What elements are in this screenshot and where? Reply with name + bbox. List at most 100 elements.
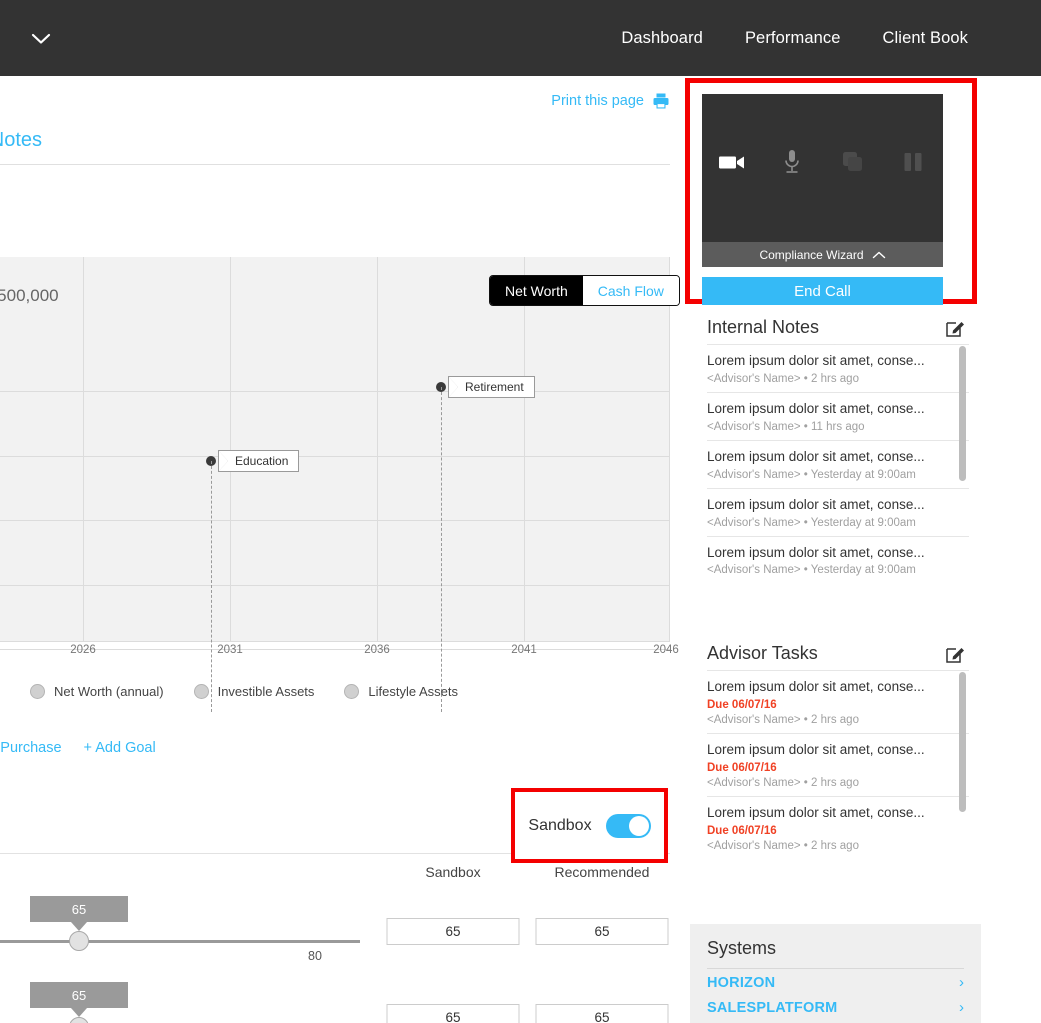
list-item[interactable]: Lorem ipsum dolor sit amet, conse... Due… xyxy=(707,732,969,796)
link-add-goal[interactable]: + Add Goal xyxy=(83,740,156,756)
chart-gridline-h xyxy=(0,456,670,457)
age-slider-2[interactable]: 65 xyxy=(0,982,360,1023)
note-title: Lorem ipsum dolor sit amet, conse... xyxy=(707,544,925,560)
legend-label: Net Worth (annual) xyxy=(54,684,164,699)
column-header-sandbox: Sandbox xyxy=(425,864,481,880)
list-item[interactable]: Lorem ipsum dolor sit amet, conse... <Ad… xyxy=(707,344,969,392)
end-call-button[interactable]: End Call xyxy=(702,277,943,305)
edit-icon[interactable] xyxy=(946,644,965,663)
goal-flag-education[interactable]: Education xyxy=(218,450,300,472)
x-tick: 2036 xyxy=(364,644,390,656)
slider-knob[interactable] xyxy=(69,931,89,951)
chart-gridline-v xyxy=(230,257,231,642)
recommended-value-input-2[interactable]: 65 xyxy=(535,1004,669,1023)
main-content: Print this page da Notes xyxy=(0,76,690,1023)
print-this-page-button[interactable]: Print this page xyxy=(551,92,670,110)
note-title: Lorem ipsum dolor sit amet, conse... xyxy=(707,448,925,464)
list-item[interactable]: Lorem ipsum dolor sit amet, conse... <Ad… xyxy=(707,535,969,584)
video-camera-icon[interactable] xyxy=(717,147,747,177)
nav-link-performance[interactable]: Performance xyxy=(744,28,841,47)
chart-gridline-h xyxy=(0,641,670,642)
chart-value-label: 2,500,000 xyxy=(0,286,59,305)
chart-gridline-h xyxy=(0,520,670,521)
legend-dot-icon xyxy=(30,684,45,699)
slider-track[interactable] xyxy=(0,940,360,943)
chart-gridline-h xyxy=(0,585,670,586)
screen-share-icon[interactable] xyxy=(838,147,868,177)
nav-link-dashboard[interactable]: Dashboard xyxy=(621,28,703,47)
slider-max-label: 80 xyxy=(308,949,322,963)
sandbox-divider xyxy=(0,853,670,854)
note-title: Lorem ipsum dolor sit amet, conse... xyxy=(707,400,925,416)
legend-item-lifestyle-assets[interactable]: Lifestyle Assets xyxy=(344,684,458,699)
slider-knob[interactable] xyxy=(69,1017,89,1023)
slider-value-bubble: 65 xyxy=(30,982,128,1008)
systems-divider xyxy=(707,968,964,969)
edit-icon[interactable] xyxy=(946,318,965,337)
chart-gridline-v xyxy=(377,257,378,642)
list-item[interactable]: Lorem ipsum dolor sit amet, conse... <Ad… xyxy=(707,439,969,488)
advisor-tasks-list[interactable]: Lorem ipsum dolor sit amet, conse... Due… xyxy=(707,670,969,906)
note-meta: <Advisor's Name> • Yesterday at 9:00am xyxy=(707,468,916,481)
microphone-icon[interactable] xyxy=(777,147,807,177)
chart-gridline-v xyxy=(524,257,525,642)
list-item[interactable]: Lorem ipsum dolor sit amet, conse... <Ad… xyxy=(707,487,969,536)
goal-flag-retirement[interactable]: Retirement xyxy=(448,376,535,398)
sandbox-toggle[interactable] xyxy=(605,813,651,838)
legend-item-net-worth[interactable]: Net Worth (annual) xyxy=(30,684,164,699)
task-meta: <Advisor's Name> • 2 hrs ago xyxy=(707,713,859,726)
x-tick: 2041 xyxy=(511,644,537,656)
task-meta: <Advisor's Name> • 2 hrs ago xyxy=(707,776,859,789)
tab-net-worth[interactable]: Net Worth xyxy=(490,276,583,305)
chart-gridline-v xyxy=(83,257,84,642)
advisor-tasks-header: Advisor Tasks xyxy=(707,638,965,668)
chart-gridline-v xyxy=(669,257,670,642)
nav-links: Dashboard Performance Client Book xyxy=(621,0,968,76)
note-title: Lorem ipsum dolor sit amet, conse... xyxy=(707,496,925,512)
call-participant-bar[interactable]: Compliance Wizard xyxy=(702,242,943,267)
list-item[interactable]: Lorem ipsum dolor sit amet, conse... <Ad… xyxy=(707,391,969,440)
recommended-value-input-1[interactable]: 65 xyxy=(535,918,669,945)
tab-cash-flow[interactable]: Cash Flow xyxy=(582,276,679,305)
task-title: Lorem ipsum dolor sit amet, conse... xyxy=(707,679,925,694)
legend-item-investible-assets[interactable]: Investible Assets xyxy=(193,684,314,699)
note-meta: <Advisor's Name> • 2 hrs ago xyxy=(707,372,859,385)
chevron-down-icon[interactable] xyxy=(30,28,52,50)
advisor-tasks-scrollbar[interactable] xyxy=(959,672,966,812)
internal-notes-header: Internal Notes xyxy=(707,312,965,342)
chevron-right-icon: › xyxy=(959,974,964,991)
link-major-purchase[interactable]: Major Purchase xyxy=(0,740,62,756)
internal-notes-title: Internal Notes xyxy=(707,316,820,337)
view-toggle: Net Worth Cash Flow xyxy=(489,275,680,306)
internal-notes-scrollbar[interactable] xyxy=(959,346,966,481)
system-link-horizon[interactable]: HORIZON › xyxy=(707,969,964,994)
internal-notes-list[interactable]: Lorem ipsum dolor sit amet, conse... <Ad… xyxy=(707,344,969,616)
chart-x-axis: 2026 2031 2036 2041 2046 xyxy=(0,644,679,666)
goal-stem xyxy=(441,387,442,712)
chevron-up-icon[interactable] xyxy=(872,246,886,264)
video-call-panel: Compliance Wizard End Call xyxy=(685,78,977,305)
list-item[interactable]: Lorem ipsum dolor sit amet, conse... Due… xyxy=(707,795,969,859)
right-sidebar: Compliance Wizard End Call Internal Note… xyxy=(685,76,1041,1023)
legend-label: Lifestyle Assets xyxy=(368,684,459,699)
list-item[interactable]: Lorem ipsum dolor sit amet, conse... Due… xyxy=(707,670,969,733)
sandbox-toggle-knob xyxy=(628,815,649,836)
sandbox-value-input-2[interactable]: 65 xyxy=(386,1004,520,1023)
slider-value-bubble: 65 xyxy=(30,896,128,922)
pause-icon[interactable] xyxy=(898,147,928,177)
task-title: Lorem ipsum dolor sit amet, conse... xyxy=(707,741,925,757)
legend-dot-icon xyxy=(344,684,360,699)
advisor-tasks-title: Advisor Tasks xyxy=(707,642,818,663)
nav-link-client-book[interactable]: Client Book xyxy=(882,28,968,47)
system-link-salesplatform[interactable]: SALESPLATFORM › xyxy=(707,994,964,1019)
age-slider-1[interactable]: 65 80 xyxy=(0,896,360,963)
chart-gridline-h xyxy=(0,391,670,392)
systems-panel: Systems HORIZON › SALESPLATFORM › xyxy=(690,924,981,1023)
top-navigation-bar: Dashboard Performance Client Book xyxy=(0,0,1041,76)
call-participant-name: Compliance Wizard xyxy=(759,247,864,262)
sandbox-value-input-1[interactable]: 65 xyxy=(386,918,520,945)
title-divider xyxy=(0,164,670,165)
note-meta: <Advisor's Name> • Yesterday at 9:00am xyxy=(707,516,916,529)
task-due-date: Due 06/07/16 xyxy=(707,698,777,711)
